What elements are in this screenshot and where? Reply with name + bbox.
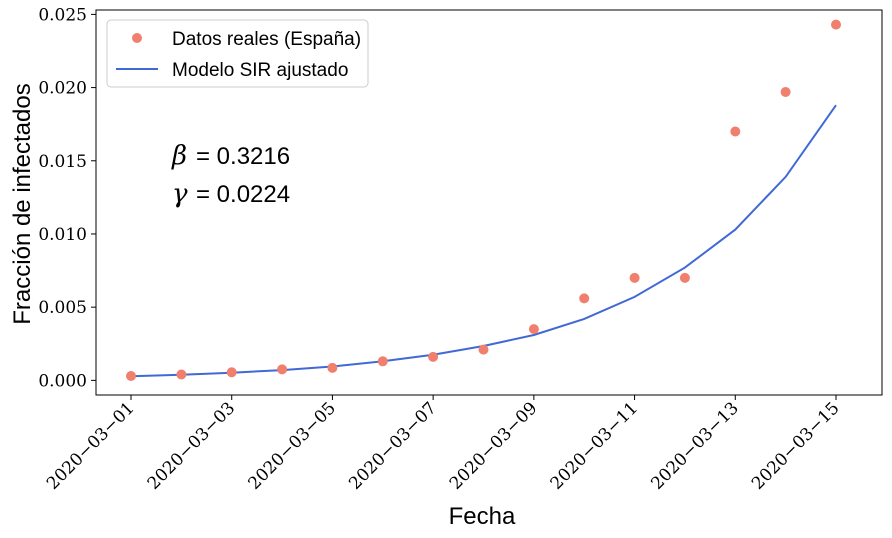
data-point-2020-03-03 (226, 367, 237, 378)
legend-label-modelo: Modelo SIR ajustado (172, 60, 348, 81)
x-axis-title: Fecha (449, 503, 516, 530)
gamma-value: = 0.0224 (196, 181, 290, 208)
gamma-symbol: γ (172, 179, 188, 209)
x-tick-label: 2020−03−05 (244, 398, 339, 493)
data-point-2020-03-06 (377, 356, 388, 367)
data-point-2020-03-13 (730, 126, 741, 137)
data-point-2020-03-02 (176, 369, 187, 380)
y-tick-label: 0.025 (38, 5, 87, 25)
x-tick-label: 2020−03−09 (446, 398, 541, 493)
legend-box (106, 19, 369, 88)
data-point-2020-03-07 (428, 351, 439, 362)
data-point-2020-03-01 (126, 371, 136, 381)
x-tick-label: 2020−03−11 (547, 398, 642, 493)
y-tick-label: 0.000 (38, 371, 87, 391)
data-point-2020-03-12 (679, 272, 690, 283)
plot-area (126, 19, 841, 381)
data-point-2020-03-15 (831, 19, 841, 30)
legend: Datos reales (España) Modelo SIR ajustad… (106, 19, 369, 88)
plot-frame (95, 9, 883, 396)
data-point-2020-03-05 (327, 362, 338, 373)
x-tick-label: 2020−03−15 (748, 398, 843, 493)
y-tick-label: 0.010 (38, 225, 87, 245)
annotation-gamma: γ = 0.0224 (172, 179, 290, 209)
beta-symbol: β (171, 141, 187, 171)
data-point-2020-03-10 (579, 293, 590, 304)
annotation-beta: β = 0.3216 (171, 141, 290, 171)
data-point-2020-03-11 (629, 272, 640, 283)
y-tick-label: 0.015 (38, 152, 87, 172)
data-point-2020-03-14 (780, 87, 791, 97)
x-tick-label: 2020−03−13 (647, 398, 742, 493)
legend-label-datos: Datos reales (España) (172, 29, 361, 50)
data-point-2020-03-04 (277, 364, 288, 375)
beta-value: = 0.3216 (196, 143, 290, 170)
data-point-2020-03-08 (478, 344, 489, 355)
y-tick-label: 0.020 (38, 79, 87, 99)
x-tick-label: 2020−03−01 (43, 398, 138, 493)
data-point-2020-03-09 (528, 324, 539, 335)
y-axis: 0.000 0.005 0.010 0.015 0.020 0.025 (38, 5, 96, 391)
x-axis: 2020−03−01 2020−03−03 2020−03−05 2020−03−07… (43, 395, 844, 494)
y-axis-title: Fracción de infectados (9, 83, 36, 324)
legend-marker-datos (132, 33, 142, 43)
y-tick-label: 0.005 (38, 298, 87, 318)
x-tick-label: 2020−03−03 (144, 398, 239, 493)
x-tick-label: 2020−03−07 (345, 398, 440, 493)
